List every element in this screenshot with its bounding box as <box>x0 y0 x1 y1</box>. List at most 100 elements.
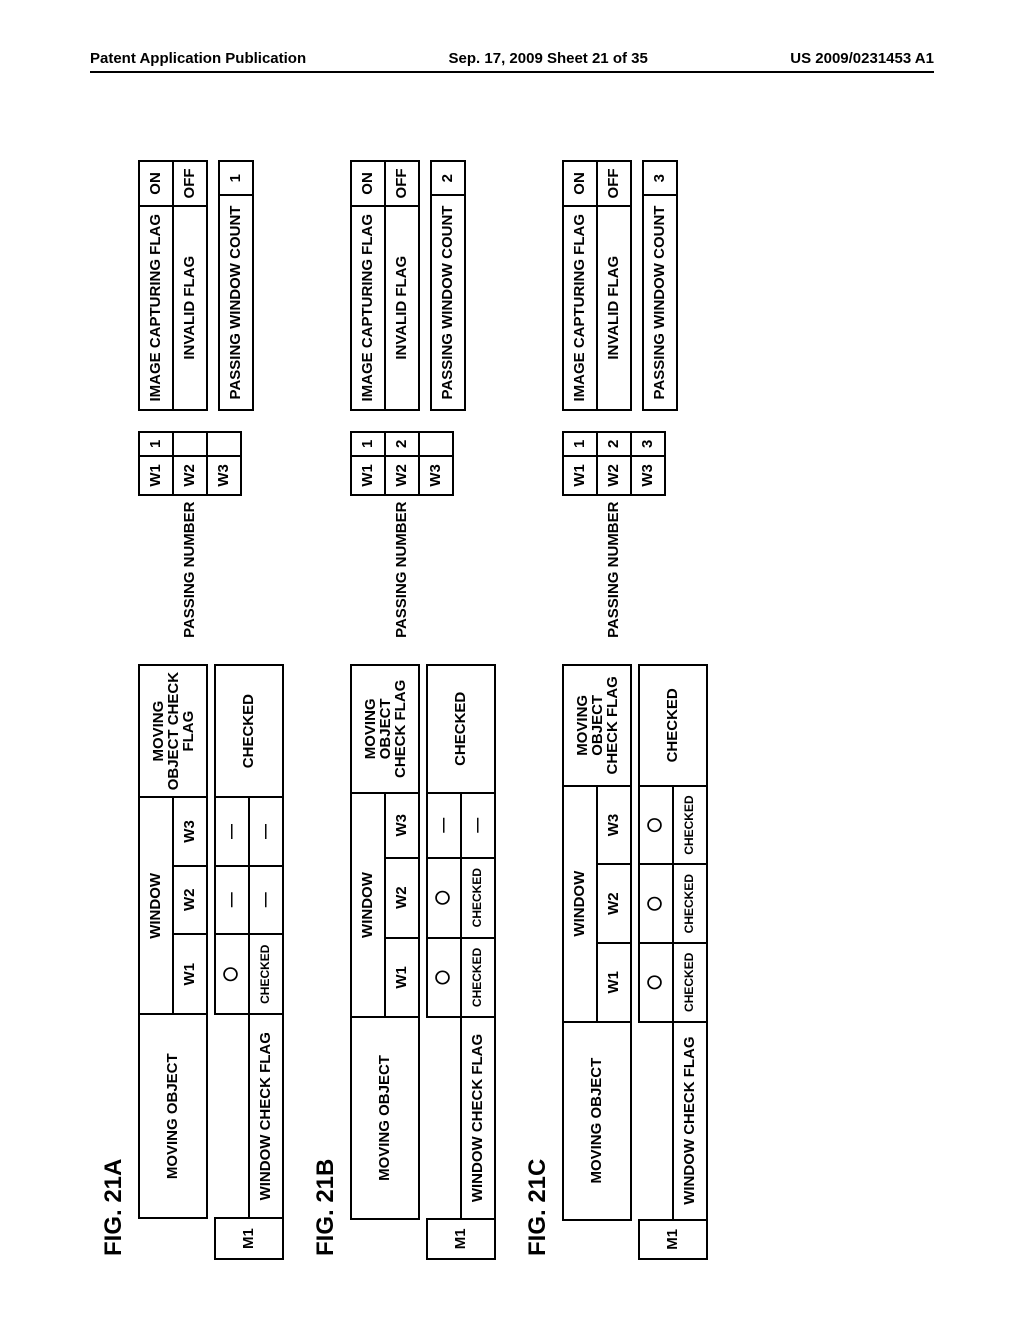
th-inv: INVALID FLAG <box>597 206 631 410</box>
cell-c-c-w3: CHECKED <box>673 786 707 865</box>
cell-b-c-w2: CHECKED <box>461 858 495 938</box>
cell-a-p-w3: — <box>215 797 249 865</box>
th-window: WINDOW <box>563 786 597 1022</box>
cell-b-p-w1: 〇 <box>427 938 461 1018</box>
fig-label: FIG. 21B <box>312 160 340 1256</box>
header-right: US 2009/0231453 A1 <box>790 50 934 67</box>
th-icf: IMAGE CAPTURING FLAG <box>563 206 597 410</box>
cell-c-c-w1: CHECKED <box>673 943 707 1022</box>
th-icf: IMAGE CAPTURING FLAG <box>139 206 173 410</box>
th-moving-object: MOVING OBJECT <box>351 1017 419 1218</box>
th-mocf: MOVING OBJECT CHECK FLAG <box>351 665 419 793</box>
cell-b-c-w1: CHECKED <box>461 938 495 1018</box>
cell-a-c-w2: — <box>249 866 283 934</box>
fig-21a: FIG. 21A MOVING OBJECT WINDOW MOVING OBJ… <box>100 160 284 1260</box>
pn-w3: W3 <box>207 456 241 494</box>
pn-w2: W2 <box>597 456 631 494</box>
th-pwc: PASSING WINDOW COUNT <box>431 195 465 409</box>
cell-c-p-w2: 〇 <box>639 864 673 943</box>
th-moving-object: MOVING OBJECT <box>563 1022 631 1220</box>
cell-b-mocf: CHECKED <box>427 665 495 793</box>
v-c-inv: OFF <box>597 161 631 206</box>
fig-label: FIG. 21A <box>100 160 128 1256</box>
th-w1: W1 <box>173 934 207 1014</box>
pn-w3: W3 <box>419 456 453 494</box>
flags-bottom-a: PASSING WINDOW COUNT1 <box>218 160 254 411</box>
pn-w1: W1 <box>563 456 597 494</box>
row-m1: M1 <box>639 1220 707 1259</box>
v-b-pwc: 2 <box>431 161 465 195</box>
th-pwc: PASSING WINDOW COUNT <box>643 195 677 409</box>
main-table-c: MOVING OBJECT WINDOW MOVING OBJECT CHECK… <box>562 664 708 1260</box>
cell-a-p-w1: 〇 <box>215 934 249 1014</box>
cell-b-c-w3: — <box>461 793 495 858</box>
th-window-check-flag: WINDOW CHECK FLAG <box>249 1014 283 1218</box>
th-moving-object: MOVING OBJECT <box>139 1014 207 1218</box>
v-a-inv: OFF <box>173 161 207 206</box>
th-w1: W1 <box>597 943 631 1022</box>
pn-c-w1: 1 <box>563 432 597 457</box>
page-header: Patent Application Publication Sep. 17, … <box>90 50 934 73</box>
passing-table-c: PASSING NUMBER W1 1 W2 2 W3 3 <box>562 431 666 644</box>
th-mocf: MOVING OBJECT CHECK FLAG <box>139 665 207 797</box>
cell-b-p-w2: 〇 <box>427 858 461 938</box>
cell-b-p-w3: — <box>427 793 461 858</box>
cell-c-p-w3: 〇 <box>639 786 673 865</box>
main-table-a: MOVING OBJECT WINDOW MOVING OBJECT CHECK… <box>138 664 284 1260</box>
th-w3: W3 <box>385 793 419 858</box>
flags-bottom-b: PASSING WINDOW COUNT2 <box>430 160 466 411</box>
flags-top-b: IMAGE CAPTURING FLAGON INVALID FLAGOFF <box>350 160 420 411</box>
cell-c-mocf: CHECKED <box>639 665 707 786</box>
th-w1: W1 <box>385 938 419 1018</box>
th-window-check-flag: WINDOW CHECK FLAG <box>673 1022 707 1220</box>
fig-21c: FIG. 21C MOVING OBJECT WINDOW MOVING OBJ… <box>524 160 708 1260</box>
pn-a-w1: 1 <box>139 432 173 457</box>
pn-c-w3: 3 <box>631 432 665 457</box>
cell-a-c-w3: — <box>249 797 283 865</box>
cell-c-p-w1: 〇 <box>639 943 673 1022</box>
pn-w2: W2 <box>173 456 207 494</box>
pn-w1: W1 <box>351 456 385 494</box>
th-icf: IMAGE CAPTURING FLAG <box>351 206 385 410</box>
flags-top-c: IMAGE CAPTURING FLAGON INVALID FLAGOFF <box>562 160 632 411</box>
th-window: WINDOW <box>351 793 385 1018</box>
th-mocf: MOVING OBJECT CHECK FLAG <box>563 665 631 786</box>
v-a-icf: ON <box>139 161 173 206</box>
header-left: Patent Application Publication <box>90 50 306 67</box>
v-c-pwc: 3 <box>643 161 677 195</box>
pn-w3: W3 <box>631 456 665 494</box>
pn-b-w1: 1 <box>351 432 385 457</box>
header-center: Sep. 17, 2009 Sheet 21 of 35 <box>449 50 648 67</box>
flag-stack-b: IMAGE CAPTURING FLAGON INVALID FLAGOFF P… <box>350 160 466 411</box>
patent-page: Patent Application Publication Sep. 17, … <box>0 0 1024 1320</box>
v-c-icf: ON <box>563 161 597 206</box>
passing-table-a: PASSING NUMBER W1 1 W2 W3 <box>138 431 242 644</box>
flags-bottom-c: PASSING WINDOW COUNT3 <box>642 160 678 411</box>
pn-b-w2: 2 <box>385 432 419 457</box>
v-b-icf: ON <box>351 161 385 206</box>
row-m1: M1 <box>215 1218 283 1259</box>
v-b-inv: OFF <box>385 161 419 206</box>
th-pwc: PASSING WINDOW COUNT <box>219 195 253 409</box>
pn-a-w3 <box>207 432 241 457</box>
row-m1: M1 <box>427 1219 495 1259</box>
th-passing-number: PASSING NUMBER <box>563 495 665 644</box>
th-window-check-flag: WINDOW CHECK FLAG <box>461 1017 495 1218</box>
th-w3: W3 <box>173 797 207 865</box>
th-w2: W2 <box>173 866 207 934</box>
rotated-content: FIG. 21A MOVING OBJECT WINDOW MOVING OBJ… <box>100 160 920 1260</box>
pn-b-w3 <box>419 432 453 457</box>
cell-a-p-w2: — <box>215 866 249 934</box>
th-w2: W2 <box>597 864 631 943</box>
main-table-b: MOVING OBJECT WINDOW MOVING OBJECT CHECK… <box>350 664 496 1260</box>
th-passing-number: PASSING NUMBER <box>139 495 241 644</box>
flag-stack-a: IMAGE CAPTURING FLAGON INVALID FLAGOFF P… <box>138 160 254 411</box>
th-window: WINDOW <box>139 797 173 1014</box>
cell-a-c-w1: CHECKED <box>249 934 283 1014</box>
cell-c-c-w2: CHECKED <box>673 864 707 943</box>
flag-stack-c: IMAGE CAPTURING FLAGON INVALID FLAGOFF P… <box>562 160 678 411</box>
th-inv: INVALID FLAG <box>173 206 207 410</box>
v-a-pwc: 1 <box>219 161 253 195</box>
th-w3: W3 <box>597 786 631 865</box>
th-w2: W2 <box>385 858 419 938</box>
